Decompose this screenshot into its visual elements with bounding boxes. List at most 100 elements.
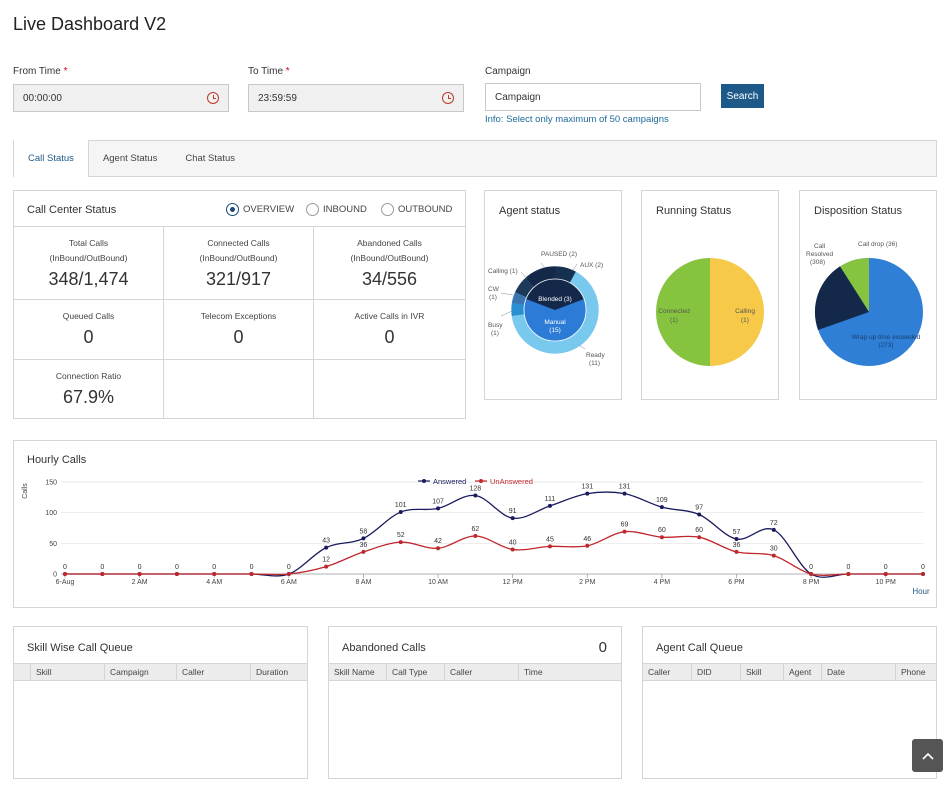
data-point-unanswered [809, 572, 814, 576]
radio-overview[interactable]: OVERVIEW [226, 203, 294, 216]
x-tick-label: 8 PM [803, 579, 820, 586]
tab-chat-status[interactable]: Chat Status [185, 153, 235, 164]
campaign-info: Info: Select only maximum of 50 campaign… [485, 114, 669, 125]
clock-icon[interactable] [207, 92, 219, 104]
agent-queue-header: Caller DID Skill Agent Date Phone [643, 663, 936, 681]
call-resolved-slice[interactable] [814, 266, 869, 330]
col-phone[interactable]: Phone [901, 667, 926, 677]
radio-outbound[interactable]: OUTBOUND [381, 203, 452, 216]
page-title: Live Dashboard V2 [13, 14, 167, 34]
campaign-value: Campaign [495, 91, 541, 103]
scroll-top-button[interactable] [912, 739, 943, 772]
col-caller[interactable]: Caller [177, 664, 251, 680]
data-point-unanswered [547, 544, 552, 549]
col-time[interactable]: Time [524, 667, 543, 677]
data-label-unanswered: 52 [397, 532, 405, 539]
metric-queued-calls: Queued Calls 0 [14, 299, 164, 359]
metric-total-calls: Total Calls (InBound/OutBound) 348/1,474 [14, 226, 164, 299]
from-time-label: From Time * [13, 66, 68, 77]
y-tick-label: 0 [53, 572, 57, 579]
legend-answered: Answered [433, 477, 466, 486]
data-label-answered: 0 [884, 564, 888, 571]
abandoned-calls-title: Abandoned Calls [342, 642, 426, 654]
col-skill[interactable]: Skill [741, 664, 784, 680]
x-tick-label: 4 AM [206, 579, 222, 586]
agent-call-queue-title: Agent Call Queue [656, 642, 743, 654]
abandoned-header: Skill Name Call Type Caller Time [329, 663, 621, 681]
call-center-status-title: Call Center Status [27, 204, 117, 216]
tab-agent-status[interactable]: Agent Status [102, 153, 158, 164]
radio-inbound[interactable]: INBOUND [306, 203, 367, 216]
disposition-status-title: Disposition Status [814, 205, 903, 217]
col-caller[interactable]: Caller [445, 664, 519, 680]
hourly-calls-panel: Hourly Calls 0 50 100 150 6-Aug 2 AM 4 AM 6 AM 8… [13, 440, 937, 608]
call-metrics-grid: Total Calls (InBound/OutBound) 348/1,474 C… [14, 226, 465, 418]
col-call-type[interactable]: Call Type [387, 664, 445, 680]
col-did[interactable]: DID [692, 664, 741, 680]
col-agent[interactable]: Agent [784, 664, 822, 680]
data-point-unanswered [659, 535, 664, 540]
metric-connection-ratio: Connection Ratio 67.9% [14, 359, 164, 418]
label-calling: Calling (1) [488, 268, 518, 275]
clock-icon[interactable] [442, 92, 454, 104]
data-point-answered [771, 527, 776, 532]
y-tick-label: 150 [45, 480, 57, 487]
call-center-status-panel: Call Center Status OVERVIEW INBOUND OUTB… [13, 190, 466, 419]
data-point-unanswered [398, 540, 403, 545]
campaign-select[interactable]: Campaign [485, 83, 701, 111]
x-tick-label: 6 PM [728, 579, 745, 586]
data-point-unanswered [622, 529, 627, 534]
metric-telecom-exceptions: Telecom Exceptions 0 [164, 299, 314, 359]
label-resolved-2: Resolved [806, 251, 833, 258]
to-time-input[interactable]: 23:59:59 [248, 84, 464, 112]
running-connected-slice[interactable] [656, 258, 710, 366]
campaign-label: Campaign [485, 66, 531, 77]
call-drop-slice[interactable] [840, 257, 869, 312]
label-cw: CW [488, 286, 500, 293]
tab-call-status[interactable]: Call Status [14, 140, 89, 177]
data-point-unanswered [286, 572, 291, 576]
series-line-answered [65, 491, 923, 578]
data-label-answered: 91 [509, 508, 517, 515]
data-label-answered: 0 [212, 564, 216, 571]
col-campaign[interactable]: Campaign [105, 664, 177, 680]
label-wrap-up: Wrap up time exceeded [852, 334, 921, 341]
label-ready-count: (11) [589, 360, 600, 367]
label-busy-count: (1) [491, 330, 499, 337]
radio-empty-icon [381, 203, 394, 216]
col-skill[interactable]: Skill [31, 664, 105, 680]
running-status-title: Running Status [656, 205, 732, 217]
data-label-answered: 0 [846, 564, 850, 571]
data-point-unanswered [883, 572, 888, 576]
hourly-calls-title: Hourly Calls [27, 454, 87, 466]
running-calling-slice[interactable] [710, 258, 764, 366]
running-status-chart: Connected (1) Calling (1) [656, 258, 764, 366]
data-point-unanswered [734, 549, 739, 554]
agent-blended-slice[interactable] [526, 278, 584, 310]
data-point-answered [659, 505, 664, 510]
data-point-unanswered [771, 553, 776, 558]
data-label-answered: 131 [581, 484, 593, 491]
label-cw-count: (1) [489, 294, 497, 301]
metric-active-ivr: Active Calls in IVR 0 [314, 299, 465, 359]
label-calling-count: (1) [741, 317, 749, 324]
data-label-answered: 0 [809, 564, 813, 571]
col-caller[interactable]: Caller [643, 664, 692, 680]
data-label-answered: 111 [545, 496, 556, 503]
data-label-unanswered: 60 [695, 527, 703, 534]
to-time-value: 23:59:59 [258, 92, 297, 104]
label-wrap-up-count: (273) [878, 342, 893, 349]
data-point-answered [361, 536, 366, 541]
label-resolved-1: Call [814, 243, 826, 250]
data-point-answered [324, 545, 329, 550]
col-date[interactable]: Date [822, 664, 896, 680]
col-skill-name[interactable]: Skill Name [329, 664, 387, 680]
from-time-input[interactable]: 00:00:00 [13, 84, 229, 112]
data-point-answered [510, 516, 515, 521]
col-duration[interactable]: Duration [256, 667, 289, 677]
label-connected-count: (1) [670, 317, 678, 324]
label-blended: Blended (3) [538, 296, 572, 303]
data-label-unanswered: 62 [471, 526, 479, 533]
search-button[interactable]: Search [721, 84, 764, 108]
data-label-answered: 0 [921, 564, 925, 571]
